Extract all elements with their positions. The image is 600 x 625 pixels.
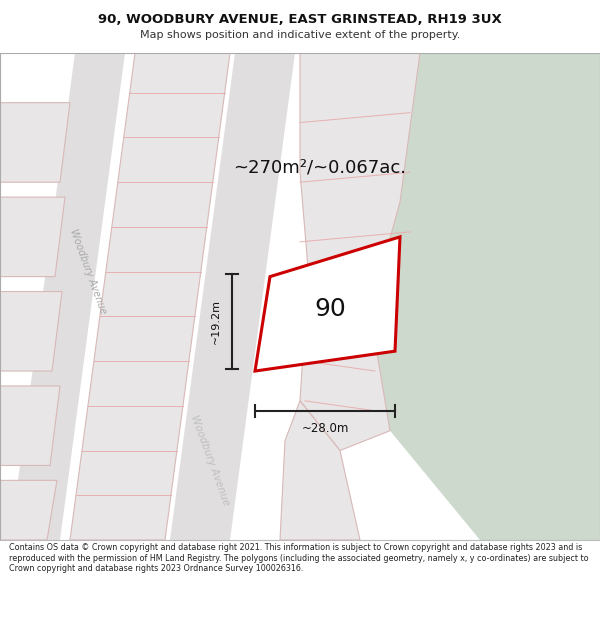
Polygon shape [280,401,360,540]
Text: ~19.2m: ~19.2m [211,299,221,344]
Polygon shape [300,53,420,311]
Polygon shape [0,291,62,371]
Text: Contains OS data © Crown copyright and database right 2021. This information is : Contains OS data © Crown copyright and d… [9,543,589,573]
Polygon shape [170,53,295,540]
Text: ~270m²/~0.067ac.: ~270m²/~0.067ac. [233,158,407,176]
Text: Woodbury Avenue: Woodbury Avenue [68,228,108,316]
Text: ~28.0m: ~28.0m [301,422,349,435]
Polygon shape [0,197,65,277]
Polygon shape [10,53,125,540]
Polygon shape [0,102,70,182]
Text: Woodbury Avenue: Woodbury Avenue [189,414,231,508]
Polygon shape [0,386,60,466]
Polygon shape [255,237,400,371]
Text: 90, WOODBURY AVENUE, EAST GRINSTEAD, RH19 3UX: 90, WOODBURY AVENUE, EAST GRINSTEAD, RH1… [98,13,502,26]
Polygon shape [70,53,230,540]
Polygon shape [0,481,57,540]
Polygon shape [370,53,600,540]
Text: 90: 90 [314,297,346,321]
Text: Map shows position and indicative extent of the property.: Map shows position and indicative extent… [140,30,460,40]
Polygon shape [300,291,390,451]
